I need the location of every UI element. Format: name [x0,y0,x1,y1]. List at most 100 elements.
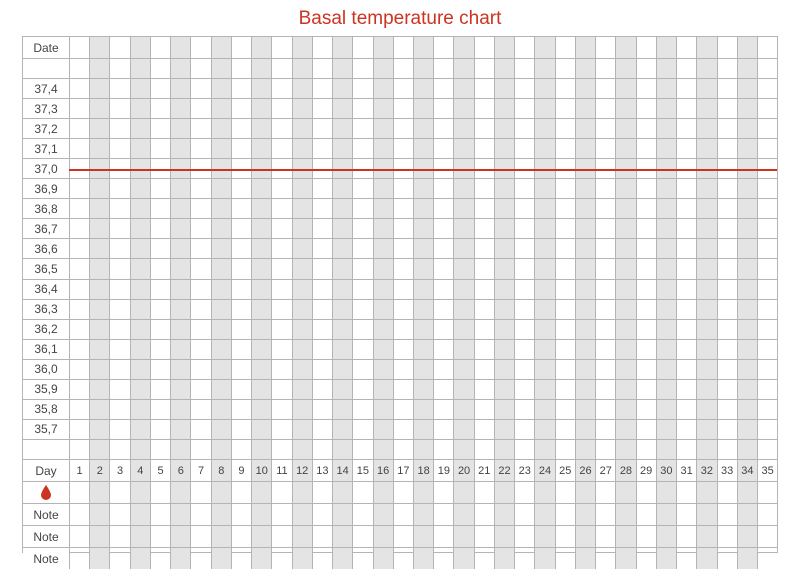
cell [758,548,777,569]
y-tick-label: 37,0 [23,159,69,179]
cell [353,548,373,569]
cell [738,37,758,58]
cell [293,548,313,569]
cell [556,482,576,503]
cell [718,504,738,525]
date-label: Date [23,37,70,58]
cell [353,526,373,547]
cell [232,526,252,547]
cell [90,526,110,547]
y-tick-label [23,59,69,79]
cell [414,548,434,569]
cell [272,482,292,503]
cell [272,548,292,569]
temperature-grid: 37,437,337,237,137,036,936,836,736,636,5… [23,59,777,460]
cell [394,37,414,58]
cell [535,37,555,58]
cell [718,482,738,503]
cell [434,548,454,569]
blood-drop-icon [23,482,70,503]
grid-rows [70,59,777,459]
cell [313,548,333,569]
cell [252,482,272,503]
cell: 27 [596,460,616,481]
cell [718,548,738,569]
note-label: Note [23,526,70,547]
cell [90,504,110,525]
y-tick-label: 35,9 [23,380,69,400]
y-tick-label: 35,7 [23,420,69,440]
cell [191,37,211,58]
cell [333,504,353,525]
cell [313,37,333,58]
cell [535,504,555,525]
cell [475,526,495,547]
note-cells [70,504,777,525]
cell [333,37,353,58]
cell [758,482,777,503]
cell: 19 [434,460,454,481]
cell [495,526,515,547]
cell [131,548,151,569]
cell [90,482,110,503]
cell [616,548,636,569]
cell: 22 [495,460,515,481]
cell [495,482,515,503]
cell [212,548,232,569]
cell [677,548,697,569]
cell [232,37,252,58]
cell [576,37,596,58]
cell [171,526,191,547]
cell [131,37,151,58]
cell [272,504,292,525]
note-row: Note [23,504,777,526]
cell [434,482,454,503]
cell [70,482,90,503]
grid-plot [70,59,777,459]
cell [515,526,535,547]
cell [657,37,677,58]
cell: 5 [151,460,171,481]
cell [576,482,596,503]
cell [718,526,738,547]
cell [637,482,657,503]
cell [293,526,313,547]
cell [151,504,171,525]
cell: 8 [212,460,232,481]
cell [272,37,292,58]
cell [677,504,697,525]
cell [374,548,394,569]
period-row [23,482,777,504]
cell: 18 [414,460,434,481]
cell [394,504,414,525]
cell: 31 [677,460,697,481]
cell [191,526,211,547]
cell: 21 [475,460,495,481]
y-tick-label: 37,1 [23,139,69,159]
cell [131,504,151,525]
cell [70,37,90,58]
cell [232,482,252,503]
y-tick-label: 36,7 [23,219,69,239]
cell [758,37,777,58]
cell [90,37,110,58]
cell [110,482,130,503]
cell [191,504,211,525]
cell [434,37,454,58]
cell [738,482,758,503]
cell [252,37,272,58]
cell [353,504,373,525]
cell [495,37,515,58]
cell [596,37,616,58]
cell [475,548,495,569]
cell [475,504,495,525]
cell [151,526,171,547]
cell [616,37,636,58]
cell [353,482,373,503]
cell [212,37,232,58]
cell: 17 [394,460,414,481]
note-cells [70,548,777,569]
cell [171,548,191,569]
cell [212,526,232,547]
cell [171,37,191,58]
